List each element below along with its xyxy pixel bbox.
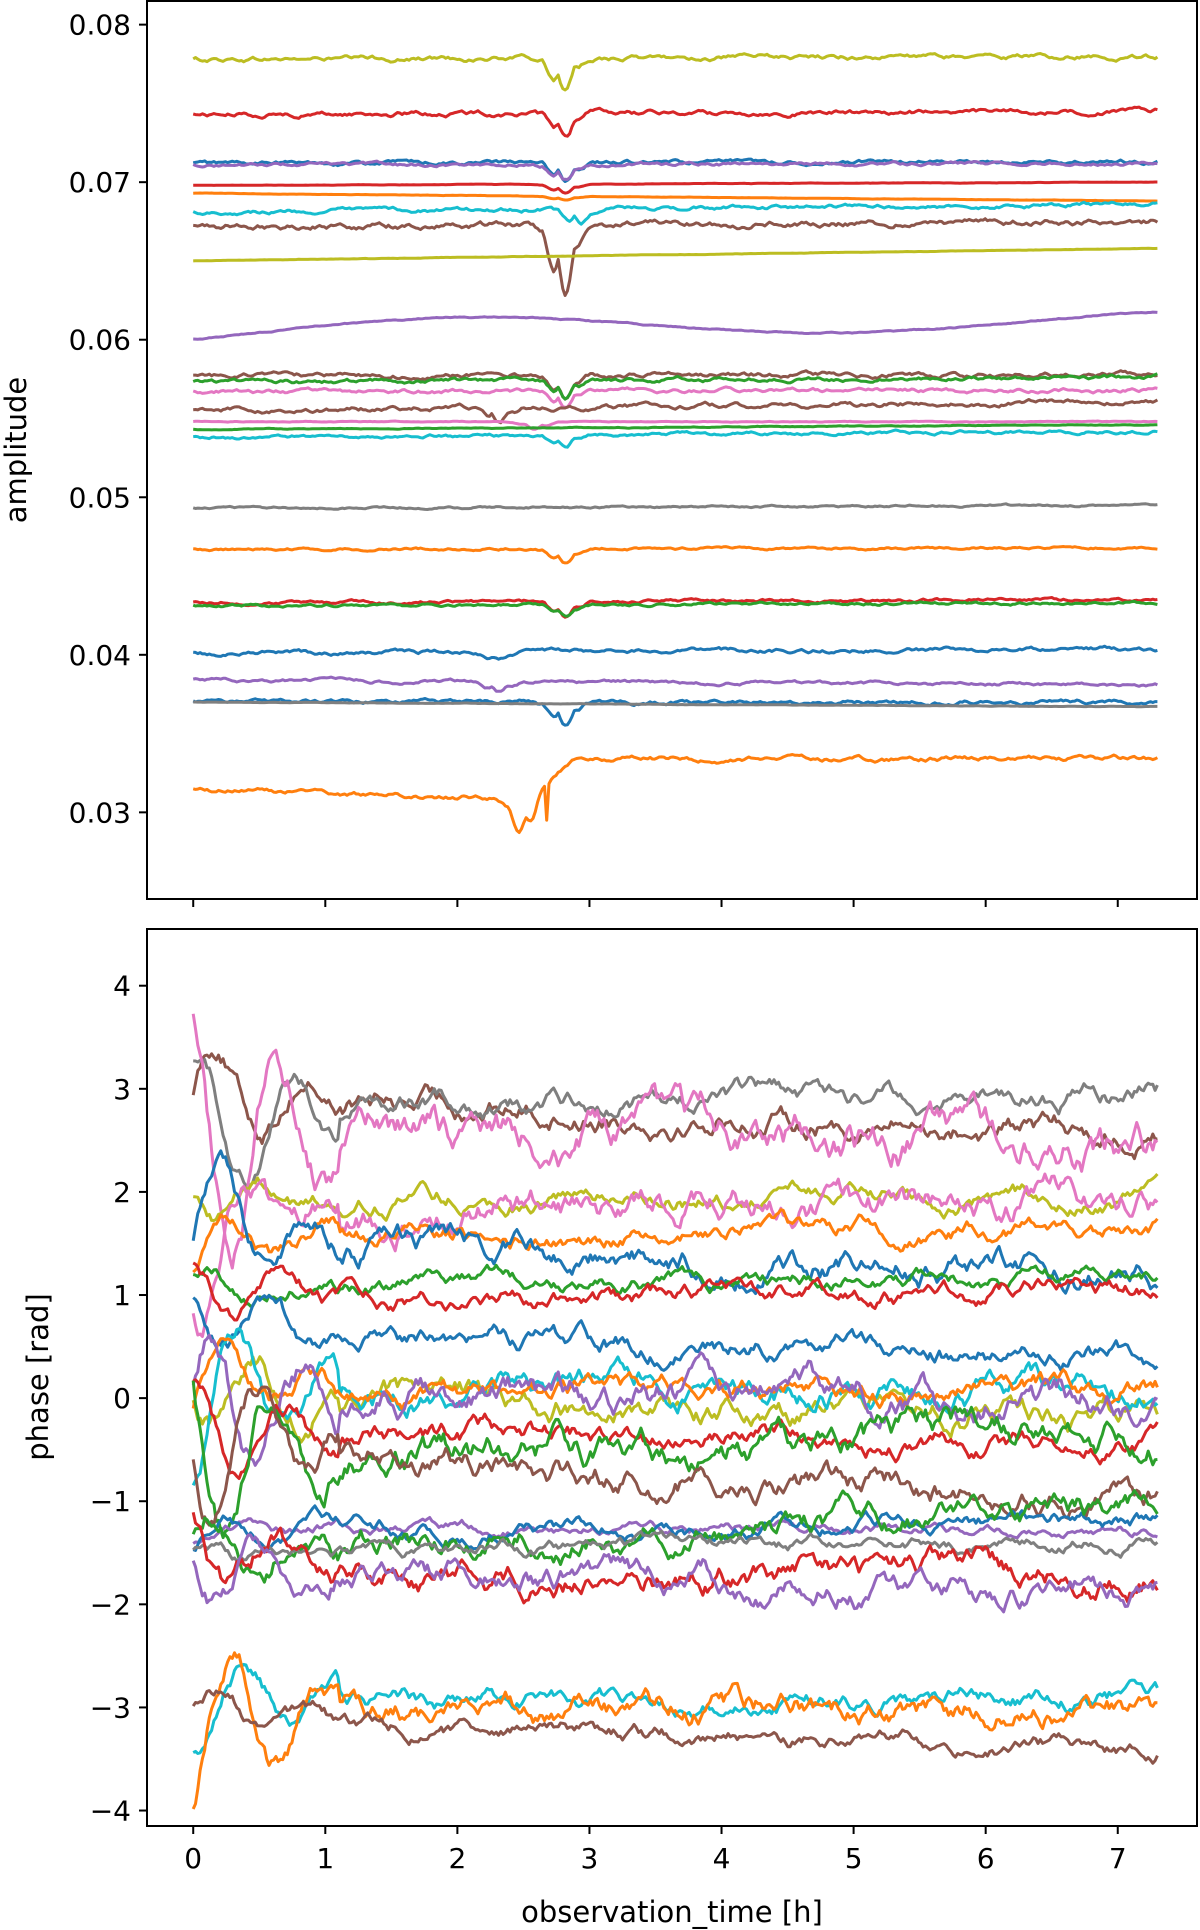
phase-y-tick-label: −4 <box>90 1795 131 1828</box>
phase-y-tick-label: 1 <box>113 1279 131 1312</box>
phase-series-line <box>191 1385 1159 1527</box>
amplitude-series-line <box>193 191 1158 203</box>
amplitude-panel: 0.03 0.04 0.05 0.06 0.07 0.08 amplitude <box>0 0 1198 907</box>
phase-y-tick-label: −2 <box>90 1588 131 1621</box>
amplitude-series-line <box>192 385 1158 409</box>
amplitude-y-tick-label: 0.08 <box>69 9 131 42</box>
phase-x-tick-label: 0 <box>184 1842 202 1875</box>
phase-series-line <box>191 1511 1159 1605</box>
phase-y-ticks: −4 −3 −2 −1 0 1 2 3 4 <box>90 970 147 1828</box>
phase-y-tick-label: 4 <box>113 970 131 1003</box>
amplitude-x-ticks <box>192 899 1119 907</box>
phase-y-tick-label: −3 <box>90 1691 131 1724</box>
amplitude-series-group <box>192 52 1159 834</box>
phase-series-group <box>191 1013 1159 1810</box>
amplitude-series-line <box>192 596 1158 619</box>
phase-series-line <box>191 1337 1159 1411</box>
phase-y-axis-label: phase [rad] <box>21 1293 55 1460</box>
amplitude-series-line <box>192 753 1159 834</box>
amplitude-series-line <box>192 599 1158 618</box>
amplitude-y-ticks: 0.03 0.04 0.05 0.06 0.07 0.08 <box>69 9 147 829</box>
phase-series-line <box>191 1327 1159 1486</box>
amplitude-y-axis-label: amplitude <box>0 377 33 524</box>
amplitude-series-line <box>193 310 1158 341</box>
phase-y-tick-label: −1 <box>90 1485 131 1518</box>
phase-x-tick-label: 1 <box>316 1842 334 1875</box>
phase-x-tick-label: 7 <box>1109 1842 1127 1875</box>
amplitude-series-line <box>192 372 1158 401</box>
phase-x-tick-label: 4 <box>713 1842 731 1875</box>
phase-series-line <box>192 1294 1159 1372</box>
amplitude-series-line <box>193 217 1159 297</box>
phase-series-line <box>191 1149 1159 1296</box>
amplitude-y-tick-label: 0.04 <box>69 639 131 672</box>
phase-x-tick-label: 2 <box>448 1842 466 1875</box>
amplitude-series-line <box>193 428 1158 449</box>
phase-x-tick-label: 6 <box>977 1842 995 1875</box>
amplitude-y-tick-label: 0.05 <box>69 481 131 514</box>
phase-series-line <box>191 1651 1158 1810</box>
amplitude-series-line <box>193 423 1158 432</box>
phase-x-axis-label: observation_time [h] <box>521 1895 823 1929</box>
phase-y-tick-label: 0 <box>113 1382 131 1415</box>
phase-series-line <box>192 1263 1159 1308</box>
amplitude-series-line <box>193 700 1158 709</box>
phase-series-line <box>191 1333 1158 1467</box>
amplitude-series-line <box>192 200 1158 226</box>
amplitude-y-tick-label: 0.07 <box>69 166 131 199</box>
amplitude-y-tick-label: 0.03 <box>69 796 131 829</box>
phase-panel: 0 1 2 3 4 5 6 7 −4 −3 −2 −1 0 1 2 3 4 phase [rad] obser… <box>21 928 1198 1929</box>
phase-axes-frame <box>146 928 1198 1827</box>
amplitude-series-line <box>193 545 1158 565</box>
phase-series-line <box>191 1533 1158 1614</box>
phase-series-line <box>191 1172 1159 1338</box>
phase-series-line <box>191 1489 1159 1584</box>
phase-y-tick-label: 3 <box>113 1073 131 1106</box>
phase-series-line <box>192 1516 1158 1545</box>
phase-series-line <box>192 1261 1159 1322</box>
phase-x-ticks: 0 1 2 3 4 5 6 7 <box>184 1826 1127 1875</box>
amplitude-series-line <box>192 502 1158 511</box>
amplitude-series-line <box>193 369 1158 401</box>
amplitude-series-line <box>192 159 1158 181</box>
amplitude-series-line <box>193 419 1158 431</box>
phase-series-line <box>193 1173 1159 1222</box>
amplitude-series-line <box>192 52 1159 92</box>
phase-series-line <box>191 1380 1158 1540</box>
phase-series-line <box>192 1662 1159 1755</box>
phase-series-line <box>191 1013 1159 1270</box>
amplitude-series-line <box>193 398 1159 425</box>
amplitude-series-line <box>193 644 1158 661</box>
phase-y-tick-label: 2 <box>113 1176 131 1209</box>
phase-series-line <box>193 1058 1159 1188</box>
phase-series-line <box>191 1052 1158 1161</box>
amplitude-axes-frame <box>146 0 1198 900</box>
amplitude-series-line <box>193 180 1158 195</box>
phase-series-line <box>192 1208 1159 1274</box>
phase-series-line <box>191 1689 1159 1765</box>
phase-x-tick-label: 3 <box>581 1842 599 1875</box>
phase-x-tick-label: 5 <box>845 1842 863 1875</box>
phase-series-line <box>192 1378 1159 1480</box>
amplitude-series-line <box>192 675 1159 693</box>
phase-series-line <box>192 1529 1159 1563</box>
amplitude-series-line <box>192 105 1158 138</box>
amplitude-y-tick-label: 0.06 <box>69 324 131 357</box>
amplitude-series-line <box>193 246 1158 263</box>
